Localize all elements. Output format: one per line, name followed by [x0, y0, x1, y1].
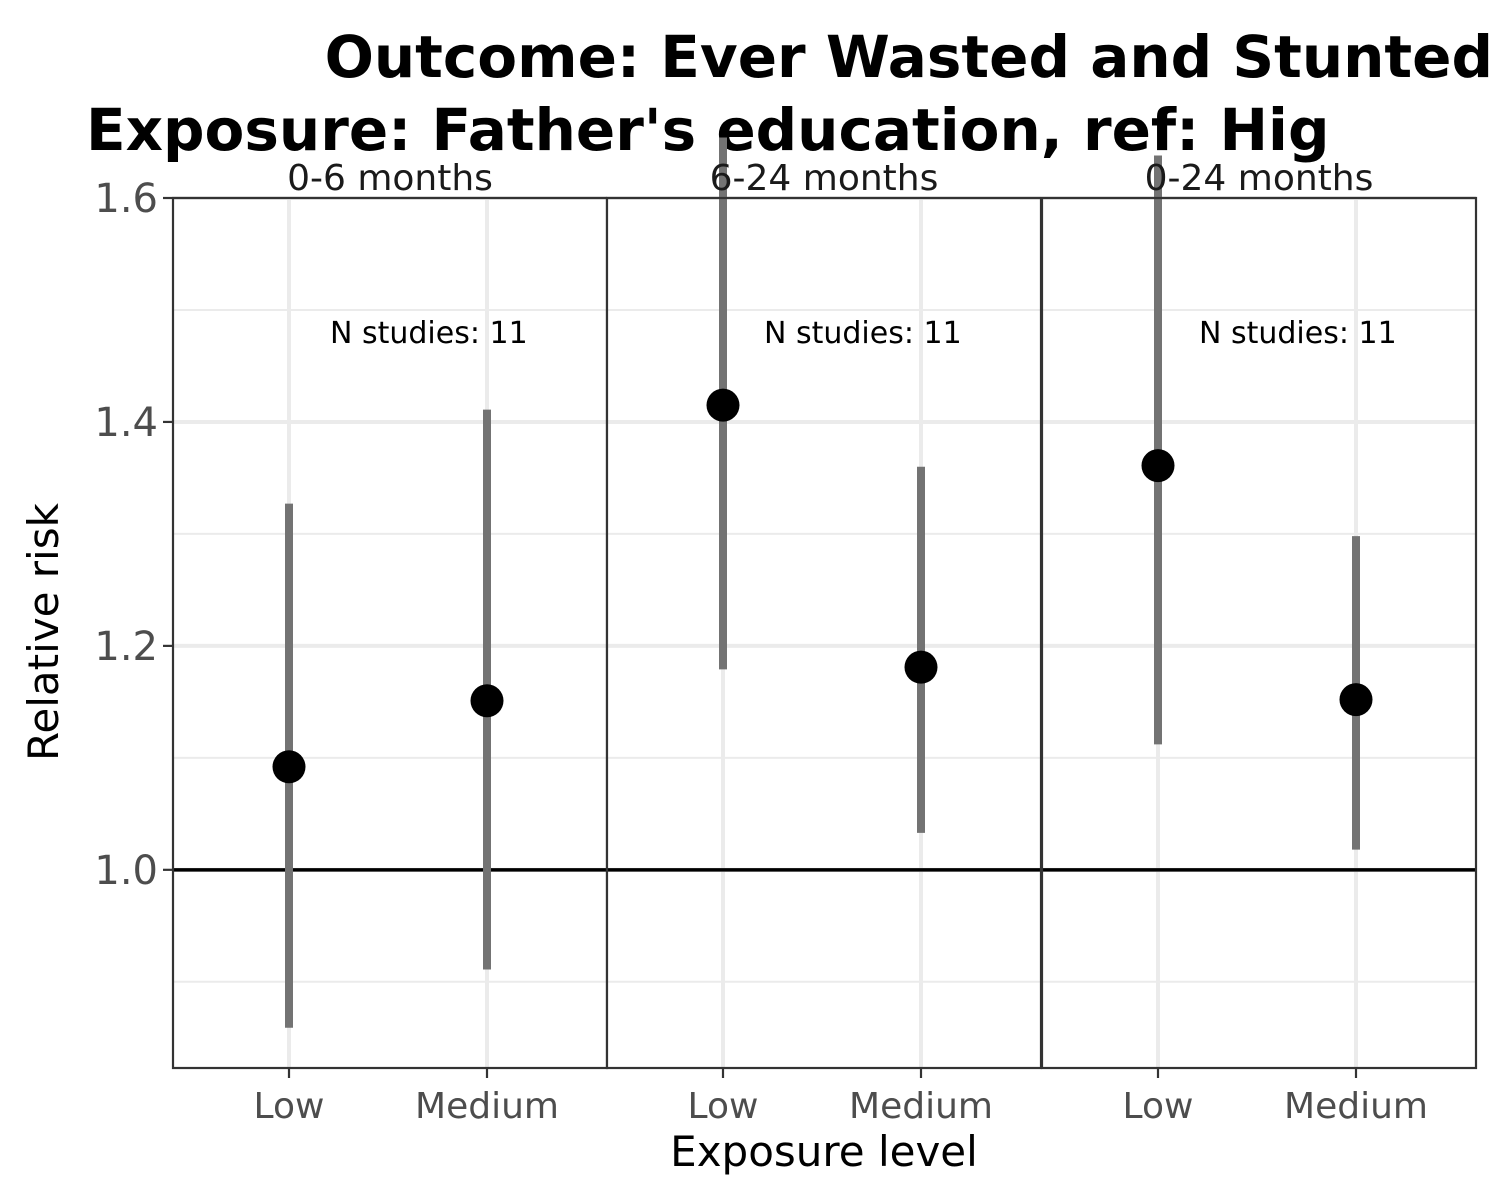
point-medium	[470, 684, 504, 718]
chart-title-line-2: Exposure: Father's education, ref: Hig	[86, 96, 1329, 164]
y-axis-title: Relative risk	[19, 502, 68, 761]
facet-label: 0-24 months	[1145, 158, 1374, 199]
facet-label: 6-24 months	[710, 158, 939, 199]
point-low	[1141, 449, 1175, 483]
x-tick-label: Low	[688, 1086, 759, 1127]
point-low	[706, 388, 740, 422]
facet-label: 0-6 months	[287, 158, 493, 199]
panel-border	[1040, 196, 1478, 1070]
panel-2: N studies: 11 6-24 months Low Medium	[605, 137, 1043, 1127]
y-tick-label: 1.6	[94, 176, 158, 222]
y-tick-label: 1.4	[94, 400, 158, 446]
panel-3: N studies: 11 0-24 months Low Medium	[1040, 155, 1478, 1127]
chart-title-line-1: Outcome: Ever Wasted and Stunted	[325, 23, 1493, 91]
x-axis-title: Exposure level	[670, 1127, 978, 1176]
panel-background	[173, 198, 607, 1068]
x-tick-label: Medium	[1284, 1086, 1428, 1127]
y-tick-label: 1.2	[94, 624, 158, 670]
n-studies-annotation: N studies: 11	[1199, 316, 1397, 351]
x-tick-label: Medium	[849, 1086, 993, 1127]
y-tick-label: 1.0	[94, 848, 158, 894]
y-axis: 1.0 1.2 1.4 1.6	[94, 176, 173, 894]
n-studies-annotation: N studies: 11	[764, 316, 962, 351]
panel-background	[607, 198, 1041, 1068]
point-low	[272, 750, 306, 784]
point-medium	[904, 650, 938, 684]
point-medium	[1339, 683, 1373, 717]
x-tick-label: Low	[1123, 1086, 1194, 1127]
x-tick-label: Low	[254, 1086, 325, 1127]
x-tick-label: Medium	[415, 1086, 559, 1127]
panel-background	[1042, 198, 1476, 1068]
n-studies-annotation: N studies: 11	[330, 316, 528, 351]
panel-1: N studies: 11 0-6 months Low Medium	[171, 158, 609, 1127]
